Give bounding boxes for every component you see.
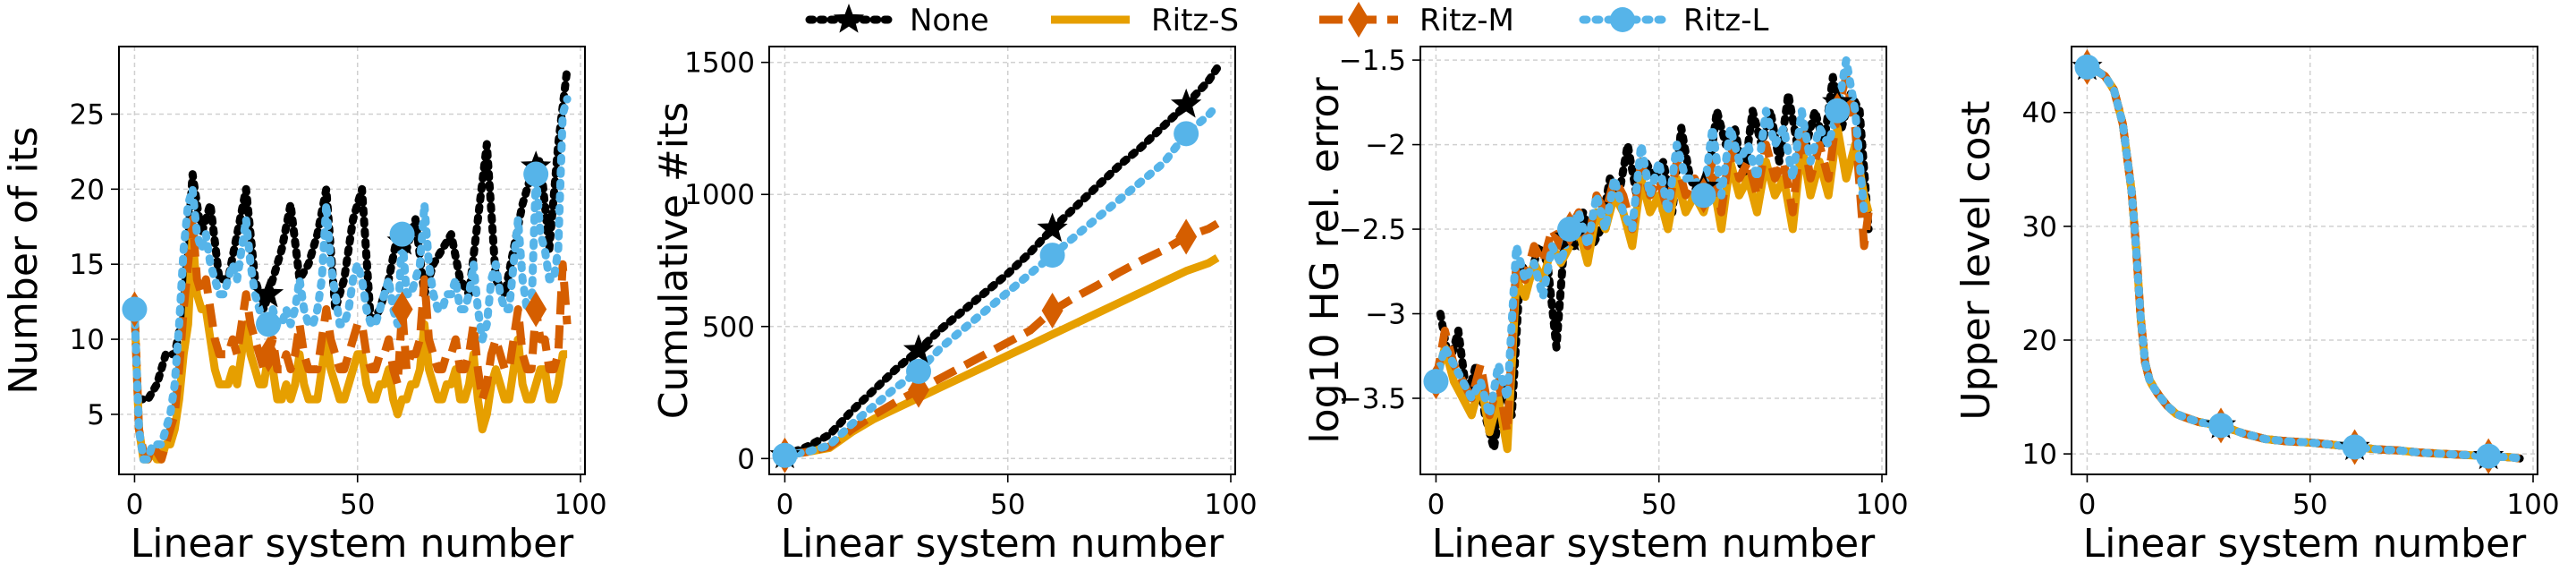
x-tick-label: 0 xyxy=(1428,489,1445,521)
series-group xyxy=(780,64,1222,460)
chart-panel-1: 0 50 100 5 10 15 20 25 Linear system number Numbe… xyxy=(1,46,607,567)
marker-none xyxy=(252,277,284,308)
y-axis-label: Upper level cost xyxy=(1953,100,1999,420)
y-axis-label: log10 HG rel. error xyxy=(1302,77,1348,444)
series-line-ritz-m xyxy=(784,219,1220,460)
axes-frame xyxy=(118,46,586,475)
series-line-ritz-l xyxy=(780,100,1222,460)
x-tick-label: 50 xyxy=(340,489,375,521)
series-line-ritz-s xyxy=(130,230,568,464)
marker-none xyxy=(1171,88,1202,118)
x-tick-label: 100 xyxy=(554,489,606,521)
series-line-none xyxy=(780,64,1222,460)
series-group xyxy=(1431,55,1873,454)
y-tick-label: 10 xyxy=(70,324,105,356)
marker-ritz-l xyxy=(1690,183,1716,209)
legend-label-ritz-l: Ritz-L xyxy=(1683,3,1769,38)
y-tick-label: 25 xyxy=(70,98,105,131)
marker-ritz-m xyxy=(1175,218,1198,255)
x-tick-label: 50 xyxy=(990,489,1025,521)
series-line-ritz-m xyxy=(2085,63,2521,463)
series-line-ritz-l xyxy=(130,95,572,464)
y-tick-label: 20 xyxy=(70,174,105,206)
y-tick-label: −2.5 xyxy=(1339,214,1406,246)
axes-frame xyxy=(768,46,1236,475)
axes-frame xyxy=(2071,46,2538,475)
chart-panel-4: 0 50 100 10 20 30 40 Linear system number Upper … xyxy=(1953,46,2560,567)
marker-ritz-l xyxy=(906,358,932,384)
series-line-ritz-l xyxy=(2082,63,2524,463)
marker-ritz-l xyxy=(523,161,549,187)
y-tick-label: 500 xyxy=(702,311,755,344)
y-tick-label: 0 xyxy=(737,443,755,475)
x-tick-label: 0 xyxy=(776,489,794,521)
y-axis-label: Cumulative #its xyxy=(651,102,697,419)
legend-label-ritz-s: Ritz-S xyxy=(1151,3,1239,38)
marker-ritz-m xyxy=(1041,293,1063,329)
x-tick-label: 50 xyxy=(1641,489,1676,521)
marker-ritz-l xyxy=(122,296,148,322)
marker-ritz-m xyxy=(525,291,547,328)
marker-ritz-l xyxy=(256,311,282,337)
x-tick-label: 0 xyxy=(2079,489,2097,521)
x-tick-label: 100 xyxy=(2506,489,2559,521)
series-line-ritz-m xyxy=(130,215,572,464)
series-line-none xyxy=(2082,63,2524,463)
marker-ritz-l xyxy=(1039,243,1065,269)
series-line-ritz-l xyxy=(1431,55,1873,420)
y-tick-label: 10 xyxy=(2022,439,2057,471)
axes-frame xyxy=(1419,46,1887,475)
marker-ritz-m xyxy=(391,291,413,328)
legend-marker-none xyxy=(833,4,865,33)
x-axis-label: Linear system number xyxy=(1432,521,1876,567)
legend: None Ritz-S Ritz-M Ritz-L xyxy=(805,2,1769,38)
marker-ritz-l xyxy=(2476,443,2502,469)
marker-ritz-l xyxy=(1825,98,1851,124)
y-tick-label: −3 xyxy=(1365,299,1406,331)
marker-ritz-l xyxy=(2342,434,2368,460)
marker-none xyxy=(902,334,935,363)
legend-marker-ritz-m xyxy=(1348,2,1369,38)
y-tick-label: 30 xyxy=(2022,211,2057,243)
marker-none xyxy=(1037,212,1068,243)
series-group xyxy=(2082,63,2524,463)
y-tick-label: 20 xyxy=(2022,325,2057,357)
y-tick-label: −2 xyxy=(1365,130,1406,162)
marker-ritz-m xyxy=(258,336,280,372)
marker-ritz-l xyxy=(1557,217,1583,243)
x-axis-label: Linear system number xyxy=(2083,521,2527,567)
marker-ritz-l xyxy=(389,221,415,247)
x-axis-label: Linear system number xyxy=(131,521,574,567)
legend-label-none: None xyxy=(910,3,989,38)
legend-marker-ritz-l xyxy=(1610,7,1635,32)
marker-ritz-l xyxy=(2074,54,2100,80)
series-line-ritz-s xyxy=(2085,63,2521,463)
marker-ritz-l xyxy=(1174,121,1199,147)
y-tick-label: 40 xyxy=(2022,98,2057,130)
x-tick-label: 0 xyxy=(126,489,144,521)
x-tick-label: 50 xyxy=(2292,489,2327,521)
y-tick-label: 1500 xyxy=(684,47,755,80)
y-tick-label: −1.5 xyxy=(1339,45,1406,77)
y-axis-label: Number of its xyxy=(1,126,47,395)
marker-ritz-l xyxy=(1423,369,1449,395)
marker-ritz-l xyxy=(772,442,798,468)
x-axis-label: Linear system number xyxy=(781,521,1224,567)
series-group xyxy=(130,64,572,464)
y-tick-label: 5 xyxy=(87,399,105,431)
x-tick-label: 100 xyxy=(1204,489,1257,521)
y-tick-label: −3.5 xyxy=(1339,383,1406,415)
marker-ritz-l xyxy=(2208,413,2234,439)
chart-panel-3: 0 50 100 −3.5 −3 −2.5 −2 −1.5 Linear system numb… xyxy=(1302,45,1909,567)
x-tick-label: 100 xyxy=(1855,489,1908,521)
y-tick-label: 1000 xyxy=(684,179,755,211)
legend-label-ritz-m: Ritz-M xyxy=(1419,3,1514,38)
y-tick-label: 15 xyxy=(70,249,105,281)
